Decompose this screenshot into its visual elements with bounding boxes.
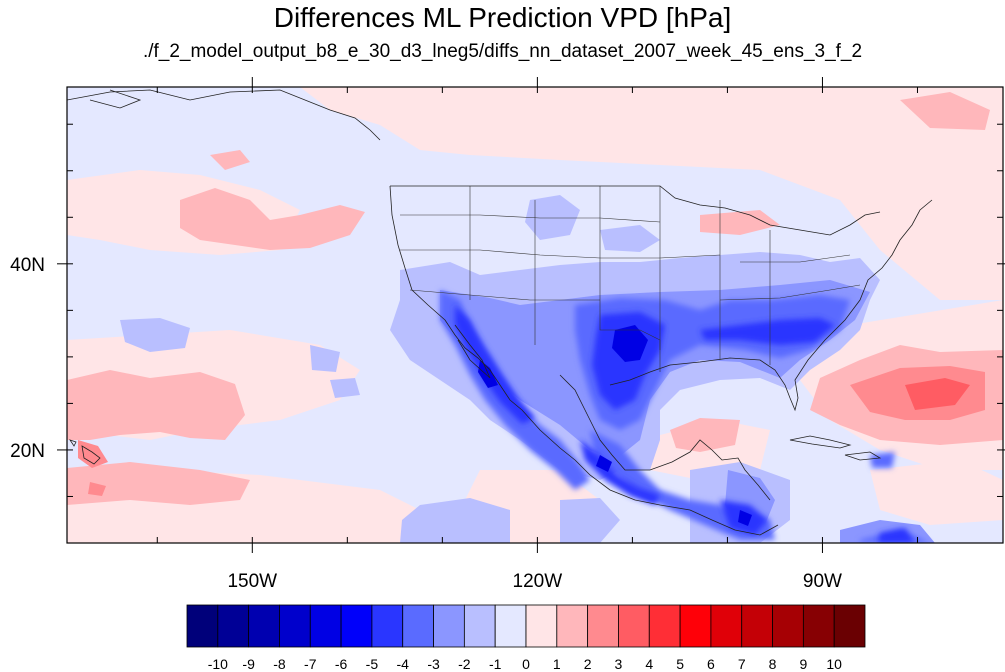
colorbar-tick-label: 7 xyxy=(738,656,746,672)
colorbar-box xyxy=(463,604,496,648)
field-positive-3 xyxy=(905,378,970,410)
lon-tick-label: 90W xyxy=(803,571,842,592)
colorbar-box xyxy=(741,604,773,648)
lat-tick-label: 40N xyxy=(10,255,45,276)
colorbar-box xyxy=(772,604,804,648)
colorbar-tick-label: -4 xyxy=(397,656,410,672)
map-title: Differences ML Prediction VPD [hPa] xyxy=(273,2,732,33)
state-borders xyxy=(400,186,861,372)
colorbar-box xyxy=(248,604,280,648)
colorbar-tick-label: 6 xyxy=(707,656,715,672)
colorbar-tick-label: 10 xyxy=(826,656,842,672)
colorbar-tick-label: -9 xyxy=(242,656,255,672)
colorbar-tick-label: 3 xyxy=(615,656,623,672)
colorbar-box xyxy=(556,604,589,648)
colorbar-box xyxy=(371,604,404,648)
coastlines xyxy=(67,89,933,536)
colorbar-tick-label: 4 xyxy=(645,656,653,672)
colorbar-tick-label: -5 xyxy=(366,656,379,672)
map-plot-area xyxy=(67,87,1003,543)
lon-tick-label: 120W xyxy=(513,571,563,592)
colorbar-tick-label: -2 xyxy=(458,656,471,672)
colorbar-box xyxy=(679,604,712,648)
colorbar-box xyxy=(648,604,681,648)
colorbar-box xyxy=(618,604,650,648)
colorbar-tick-label: -6 xyxy=(335,656,348,672)
lat-tick-label: 20N xyxy=(10,441,45,462)
colorbar-box xyxy=(186,604,219,648)
colorbar-tick-label: -1 xyxy=(489,656,502,672)
colorbar-tick-label: 8 xyxy=(769,656,777,672)
colorbar-tick-label: -3 xyxy=(427,656,440,672)
colorbar-box xyxy=(802,604,835,648)
colorbar-labels: -10 -9 -8 -7 -6 -5 -4 -3 -2 -1 0 1 2 3 4 5 6 7 8 9 10 xyxy=(208,656,842,672)
colorbar-box xyxy=(340,604,373,648)
colorbar-box xyxy=(587,604,619,648)
colorbar-tick-label: 9 xyxy=(799,656,807,672)
colorbar-box xyxy=(433,604,465,648)
lon-tick-label: 150W xyxy=(227,571,277,592)
axis-labels: 150W 120W 90W 40N 20N xyxy=(10,255,842,592)
colorbar-tick-label: 2 xyxy=(584,656,592,672)
colorbar-tick-label: -7 xyxy=(304,656,317,672)
colorbar-box xyxy=(710,604,743,648)
colorbar-box xyxy=(217,604,250,648)
map-subtitle: ./f_2_model_output_b8_e_30_d3_lneg5/diff… xyxy=(142,41,863,62)
colorbar-tick-label: 0 xyxy=(522,656,530,672)
colorbar-tick-label: 5 xyxy=(676,656,684,672)
map-frame xyxy=(66,86,1004,544)
colorbar-tick-label: -8 xyxy=(273,656,286,672)
colorbar-box xyxy=(279,604,311,648)
colorbar xyxy=(186,604,866,648)
colorbar-box xyxy=(525,604,558,648)
colorbar-box xyxy=(494,604,527,648)
colorbar-box xyxy=(833,604,866,648)
colorbar-tick-label: 1 xyxy=(553,656,561,672)
colorbar-box xyxy=(309,604,342,648)
colorbar-tick-label: -10 xyxy=(208,656,228,672)
colorbar-box xyxy=(402,604,434,648)
